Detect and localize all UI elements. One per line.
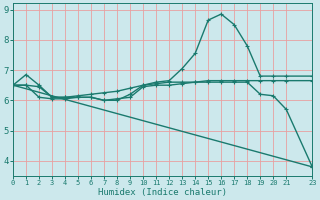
X-axis label: Humidex (Indice chaleur): Humidex (Indice chaleur) bbox=[98, 188, 227, 197]
